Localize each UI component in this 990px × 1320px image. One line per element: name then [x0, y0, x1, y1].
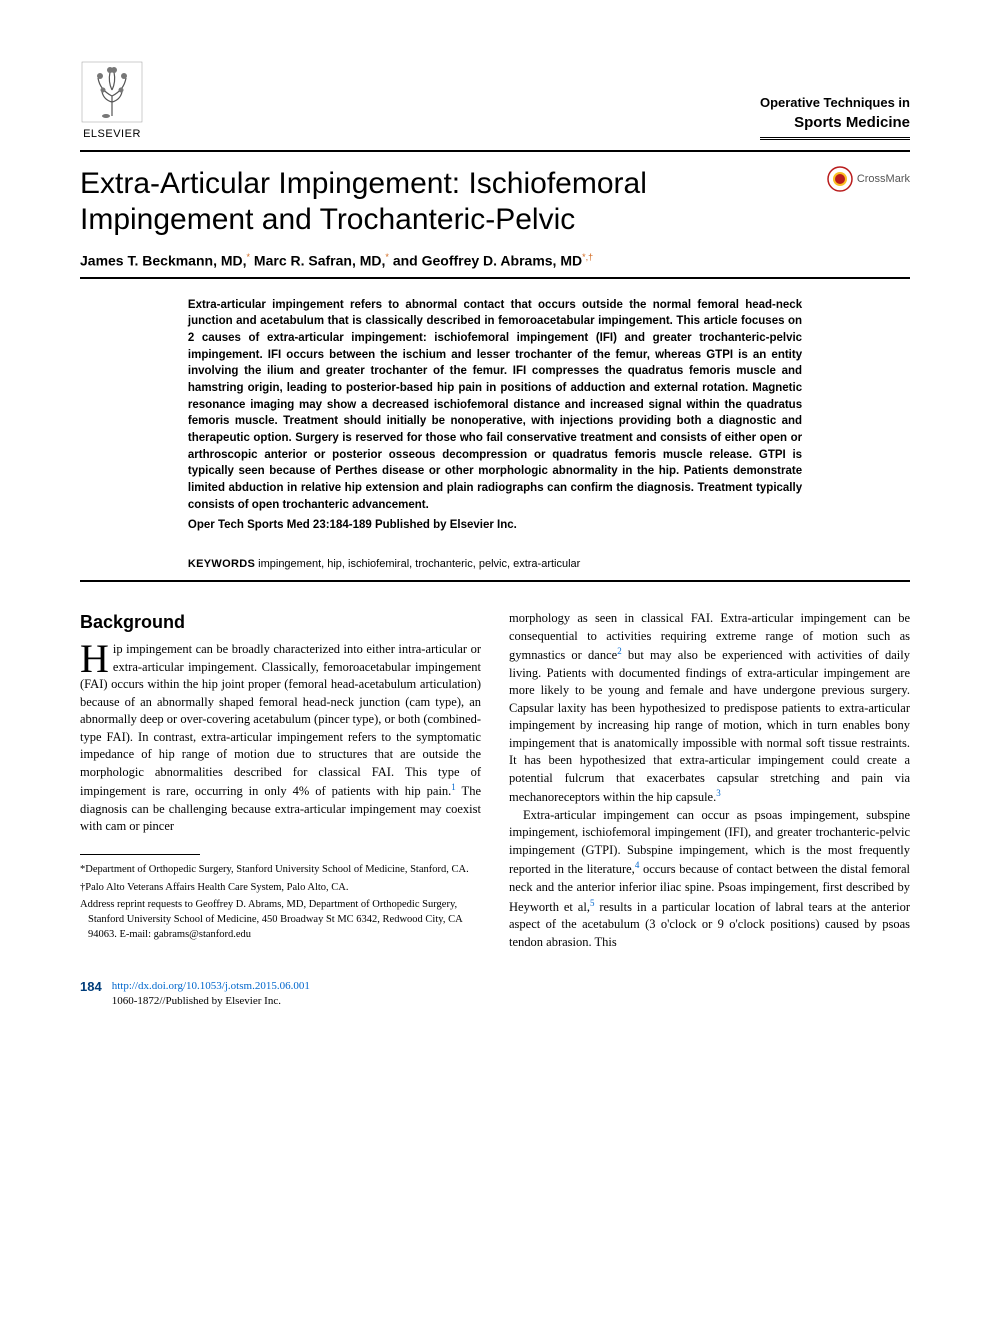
rule-top: [80, 150, 910, 152]
crossmark-badge[interactable]: CrossMark: [827, 166, 910, 192]
heading-background: Background: [80, 610, 481, 635]
keywords-text: impingement, hip, ischiofemiral, trochan…: [255, 558, 580, 570]
abstract: Extra-articular impingement refers to ab…: [188, 297, 802, 534]
footer-text: http://dx.doi.org/10.1053/j.otsm.2015.06…: [112, 979, 310, 1009]
journal-title-block: Operative Techniques in Sports Medicine: [760, 95, 910, 140]
col2-p1: morphology as seen in classical FAI. Ext…: [509, 610, 910, 807]
journal-title: Sports Medicine: [760, 114, 910, 140]
authors-line: James T. Beckmann, MD,* Marc R. Safran, …: [80, 252, 910, 269]
abstract-citation: Oper Tech Sports Med 23:184-189 Publishe…: [188, 517, 802, 534]
page-header: ELSEVIER Operative Techniques in Sports …: [80, 60, 910, 140]
issn-line: 1060-1872//Published by Elsevier Inc.: [112, 995, 281, 1007]
crossmark-icon: [827, 166, 853, 192]
footnote-aff-1: *Department of Orthopedic Surgery, Stanf…: [80, 863, 481, 878]
doi-link[interactable]: http://dx.doi.org/10.1053/j.otsm.2015.06…: [112, 980, 310, 992]
elsevier-tree-icon: [80, 60, 144, 124]
col1-p1: Hip impingement can be broadly character…: [80, 641, 481, 836]
page-footer: 184 http://dx.doi.org/10.1053/j.otsm.201…: [80, 979, 910, 1009]
author-3-aff: *,†: [582, 252, 593, 262]
author-1-aff: *: [247, 252, 251, 262]
abstract-text: Extra-articular impingement refers to ab…: [188, 299, 802, 511]
rule-keywords: [80, 580, 910, 582]
article-title: Extra-Articular Impingement: Ischiofemor…: [80, 166, 827, 238]
keywords-row: KEYWORDS impingement, hip, ischiofemiral…: [188, 558, 802, 570]
footnote-correspondence: Address reprint requests to Geoffrey D. …: [80, 898, 481, 942]
right-column: morphology as seen in classical FAI. Ext…: [509, 610, 910, 951]
body-columns: Background Hip impingement can be broadl…: [80, 610, 910, 951]
publisher-name: ELSEVIER: [83, 128, 141, 140]
ref-3[interactable]: 3: [716, 788, 721, 798]
author-1: James T. Beckmann, MD,: [80, 253, 247, 269]
col2-p2: Extra-articular impingement can occur as…: [509, 807, 910, 951]
footnotes: *Department of Orthopedic Surgery, Stanf…: [80, 863, 481, 942]
page-number: 184: [80, 979, 102, 994]
footnote-aff-2: †Palo Alto Veterans Affairs Health Care …: [80, 881, 481, 896]
journal-supertitle: Operative Techniques in: [760, 95, 910, 110]
col2-p1b: but may also be experienced with activit…: [509, 648, 910, 804]
keywords-label: KEYWORDS: [188, 558, 255, 570]
footnote-rule: [80, 854, 200, 855]
author-3: and Geoffrey D. Abrams, MD: [393, 253, 582, 269]
author-2: Marc R. Safran, MD,: [254, 253, 385, 269]
author-2-aff: *: [385, 252, 389, 262]
rule-authors: [80, 277, 910, 279]
left-column: Background Hip impingement can be broadl…: [80, 610, 481, 951]
col1-p1a: ip impingement can be broadly characteri…: [80, 642, 481, 798]
dropcap: H: [80, 641, 113, 675]
publisher-logo: ELSEVIER: [80, 60, 144, 140]
title-row: Extra-Articular Impingement: Ischiofemor…: [80, 166, 910, 238]
crossmark-label: CrossMark: [857, 173, 910, 185]
